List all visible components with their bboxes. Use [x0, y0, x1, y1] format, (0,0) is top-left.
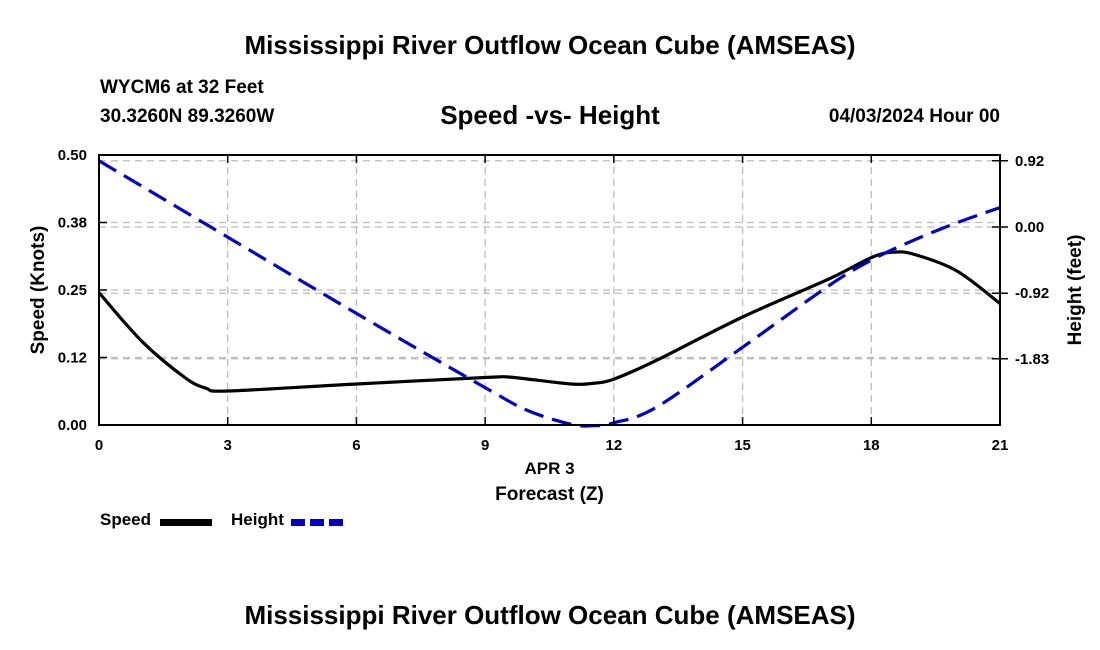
- series-line-height: [98, 159, 1001, 428]
- x-tick-label: 9: [481, 437, 489, 454]
- grid-layer: [99, 154, 1000, 425]
- y-tick-label: 0.00: [58, 417, 87, 434]
- x-tick-label: 21: [992, 437, 1009, 454]
- x-axis-date-label: APR 3: [524, 459, 574, 478]
- x-tick-label: 12: [606, 437, 623, 454]
- y2-tick-label: 0.92: [1015, 153, 1044, 170]
- y2-tick-label: -1.83: [1015, 351, 1049, 368]
- y-tick-label: 0.12: [58, 350, 87, 367]
- date-label: 04/03/2024 Hour 00: [828, 106, 1000, 127]
- legend-speed-label: Speed: [100, 510, 152, 529]
- x-tick-label: 3: [224, 437, 232, 454]
- legend-speed-swatch: [160, 519, 212, 526]
- x-tick-label: 6: [352, 437, 360, 454]
- footer-title: Mississippi River Outflow Ocean Cube (AM…: [244, 600, 856, 630]
- y-axis-label: Speed (Knots): [28, 226, 49, 355]
- chart-title: Speed -vs- Height: [440, 100, 660, 130]
- x-tick-label: 15: [734, 437, 751, 454]
- legend-height-swatch: [291, 519, 343, 526]
- y2-axis-label: Height (feet): [1065, 235, 1086, 346]
- series-line-speed: [97, 250, 1001, 393]
- x-axis-label: Forecast (Z): [495, 484, 604, 505]
- x-tick-label: 0: [95, 437, 103, 454]
- y-tick-label: 0.38: [58, 215, 87, 232]
- axis-layer: 0 3 6 9 12 15 18 21 0.00 0.12 0.25 0.38 0.50 0.92 0.00…: [58, 147, 1049, 454]
- series-layer: [97, 159, 1001, 428]
- station-label: WYCM6 at 32 Feet: [100, 77, 264, 98]
- y2-tick-label: -0.92: [1015, 285, 1049, 302]
- x-tick-label: 18: [863, 437, 880, 454]
- location-label: 30.3260N 89.3260W: [100, 106, 275, 127]
- legend-height-label: Height: [231, 510, 284, 529]
- y2-tick-label: 0.00: [1015, 219, 1044, 236]
- main-title: Mississippi River Outflow Ocean Cube (AM…: [244, 30, 856, 60]
- y-tick-label: 0.50: [58, 147, 87, 164]
- y-tick-label: 0.25: [58, 282, 87, 299]
